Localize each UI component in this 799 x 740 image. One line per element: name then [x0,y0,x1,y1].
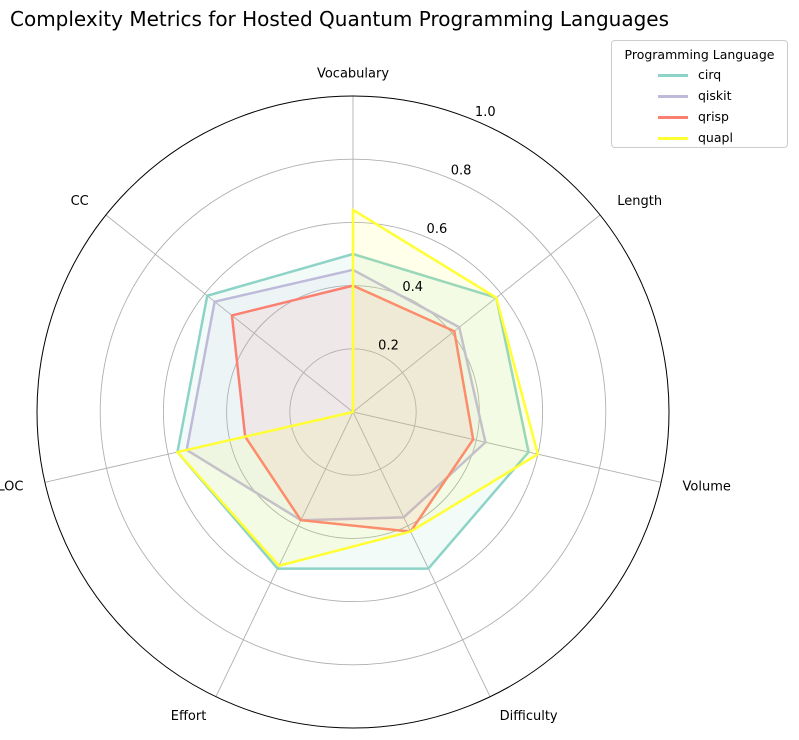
r-tick-label: 0.6 [427,222,448,237]
series-line-qrisp [230,284,475,533]
legend-swatch-quapl [658,137,688,140]
chart-title: Complexity Metrics for Hosted Quantum Pr… [10,7,670,31]
axis-label-vocabulary: Vocabulary [317,67,389,82]
legend-label-qrisp: qrisp [698,109,729,124]
radial-gridline [352,214,601,413]
legend-item-cirq: cirq [612,66,787,86]
legend-label-qiskit: qiskit [698,88,732,103]
radial-gridline [215,411,354,697]
axis-label-effort: Effort [171,709,207,724]
label-layer: 0.2 0.4 0.6 0.8 1.0 Vocabulary Length Volume Dif… [0,67,731,725]
legend-item-qrisp: qrisp [612,108,787,128]
legend-item-qiskit: qiskit [612,87,787,107]
legend: Programming Language cirq qiskit qrisp q… [611,40,788,148]
r-tick-label: 0.4 [402,280,423,295]
series-layer [176,208,540,570]
series-fill-qiskit [186,269,486,521]
axis-label-length: Length [617,194,662,209]
series-fill-quapl [177,209,538,566]
legend-swatch-qiskit [658,95,688,98]
series-line-quapl [176,208,540,567]
radial-gridline [352,411,662,483]
legend-label-cirq: cirq [698,67,722,82]
legend-swatch-cirq [658,74,688,77]
radial-gridline [105,214,354,413]
axis-label-difficulty: Difficulty [500,709,558,724]
r-tick-label: 0.8 [451,163,472,178]
axis-label-loc: LOC [0,480,23,495]
legend-label-quapl: quapl [698,130,733,145]
legend-item-quapl: quapl [612,129,787,149]
r-tick-label: 1.0 [475,105,496,120]
axis-label-cc: CC [71,194,89,209]
legend-swatch-qrisp [658,116,688,119]
outer-spine [36,95,670,729]
legend-title: Programming Language [624,47,775,62]
r-tick-label: 0.2 [378,339,399,354]
series-line-cirq [176,252,530,570]
series-line-qiskit [185,268,487,522]
axis-label-volume: Volume [683,480,731,495]
radial-gridline [352,411,491,697]
ring-gridline [99,158,607,666]
